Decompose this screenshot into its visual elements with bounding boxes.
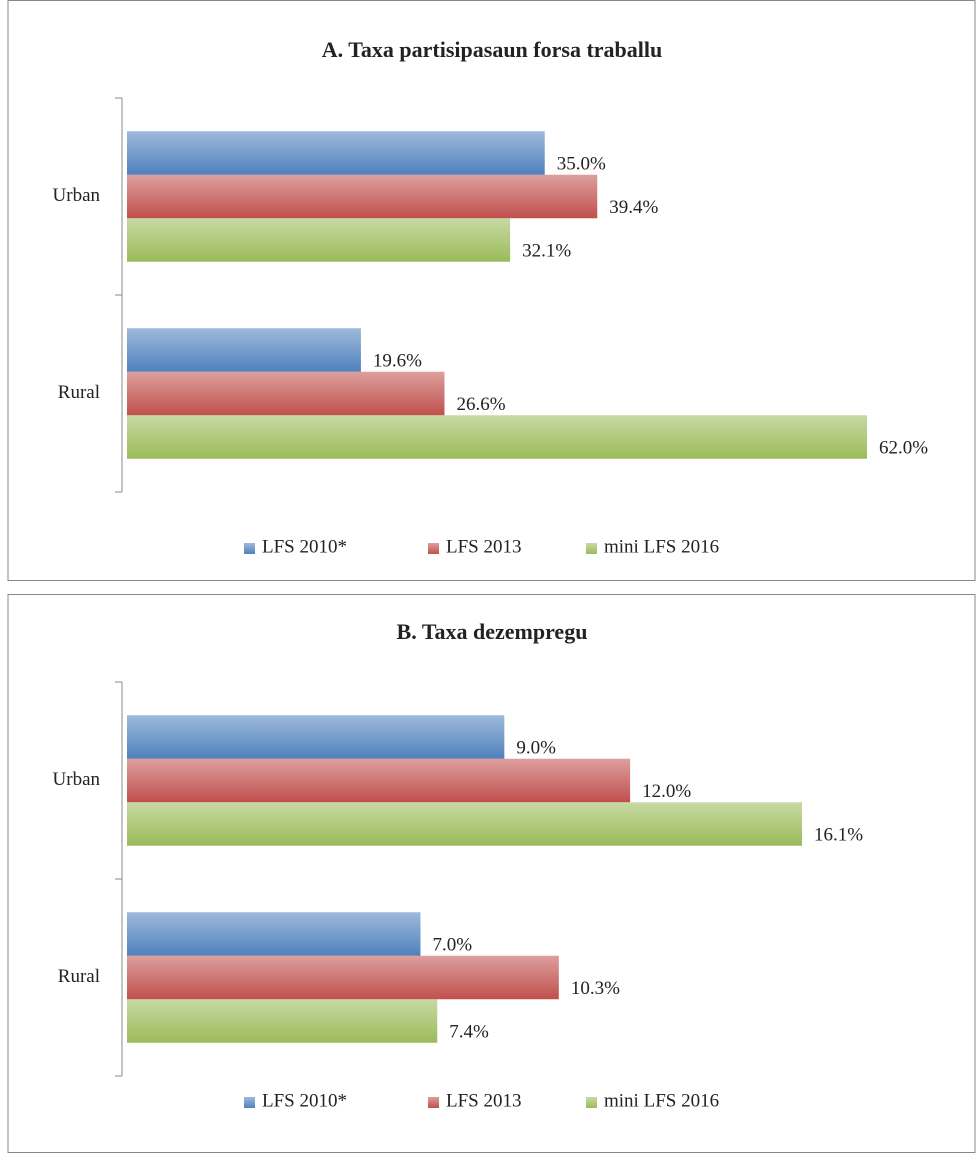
chart-title: B. Taxa dezempregu [397,619,588,644]
chart-frame [7,0,976,581]
data-label: 9.0% [516,737,556,758]
data-label: 26.6% [456,394,505,415]
data-label: 39.4% [609,197,658,218]
bar [127,955,559,1000]
data-label: 12.0% [642,781,691,802]
data-label: 35.0% [557,153,606,174]
legend-swatch [244,1097,255,1108]
bar [127,131,545,175]
legend-label: LFS 2010* [262,1090,347,1111]
data-label: 10.3% [571,978,620,999]
legend-label: LFS 2013 [446,1090,522,1111]
data-label: 7.4% [449,1021,489,1042]
data-label: 32.1% [522,240,571,261]
y-tick-label: Rural [58,966,100,987]
y-tick-label: Rural [58,382,100,403]
y-tick-label: Urban [53,769,101,790]
bar [127,912,421,956]
chart-frame [7,594,976,1153]
bar [127,218,511,262]
bar [127,758,631,803]
data-label: 19.6% [373,350,422,371]
legend-label: mini LFS 2016 [604,1090,719,1111]
y-tick-label: Urban [53,185,101,206]
data-label: 7.0% [432,934,472,955]
legend-label: LFS 2013 [446,536,522,557]
legend-swatch [428,543,439,554]
legend-swatch [586,1097,597,1108]
bar [127,371,445,416]
legend-swatch [586,543,597,554]
chart-title: A. Taxa partisipasaun forsa traballu [322,37,662,62]
bar [127,328,361,372]
bar [127,715,505,759]
bar [127,999,438,1043]
bar [127,415,867,459]
bar [127,174,598,219]
legend-swatch [244,543,255,554]
legend-swatch [428,1097,439,1108]
data-label: 62.0% [879,437,928,458]
data-label: 16.1% [814,824,863,845]
legend-label: LFS 2010* [262,536,347,557]
legend-label: mini LFS 2016 [604,536,719,557]
bar [127,802,802,846]
